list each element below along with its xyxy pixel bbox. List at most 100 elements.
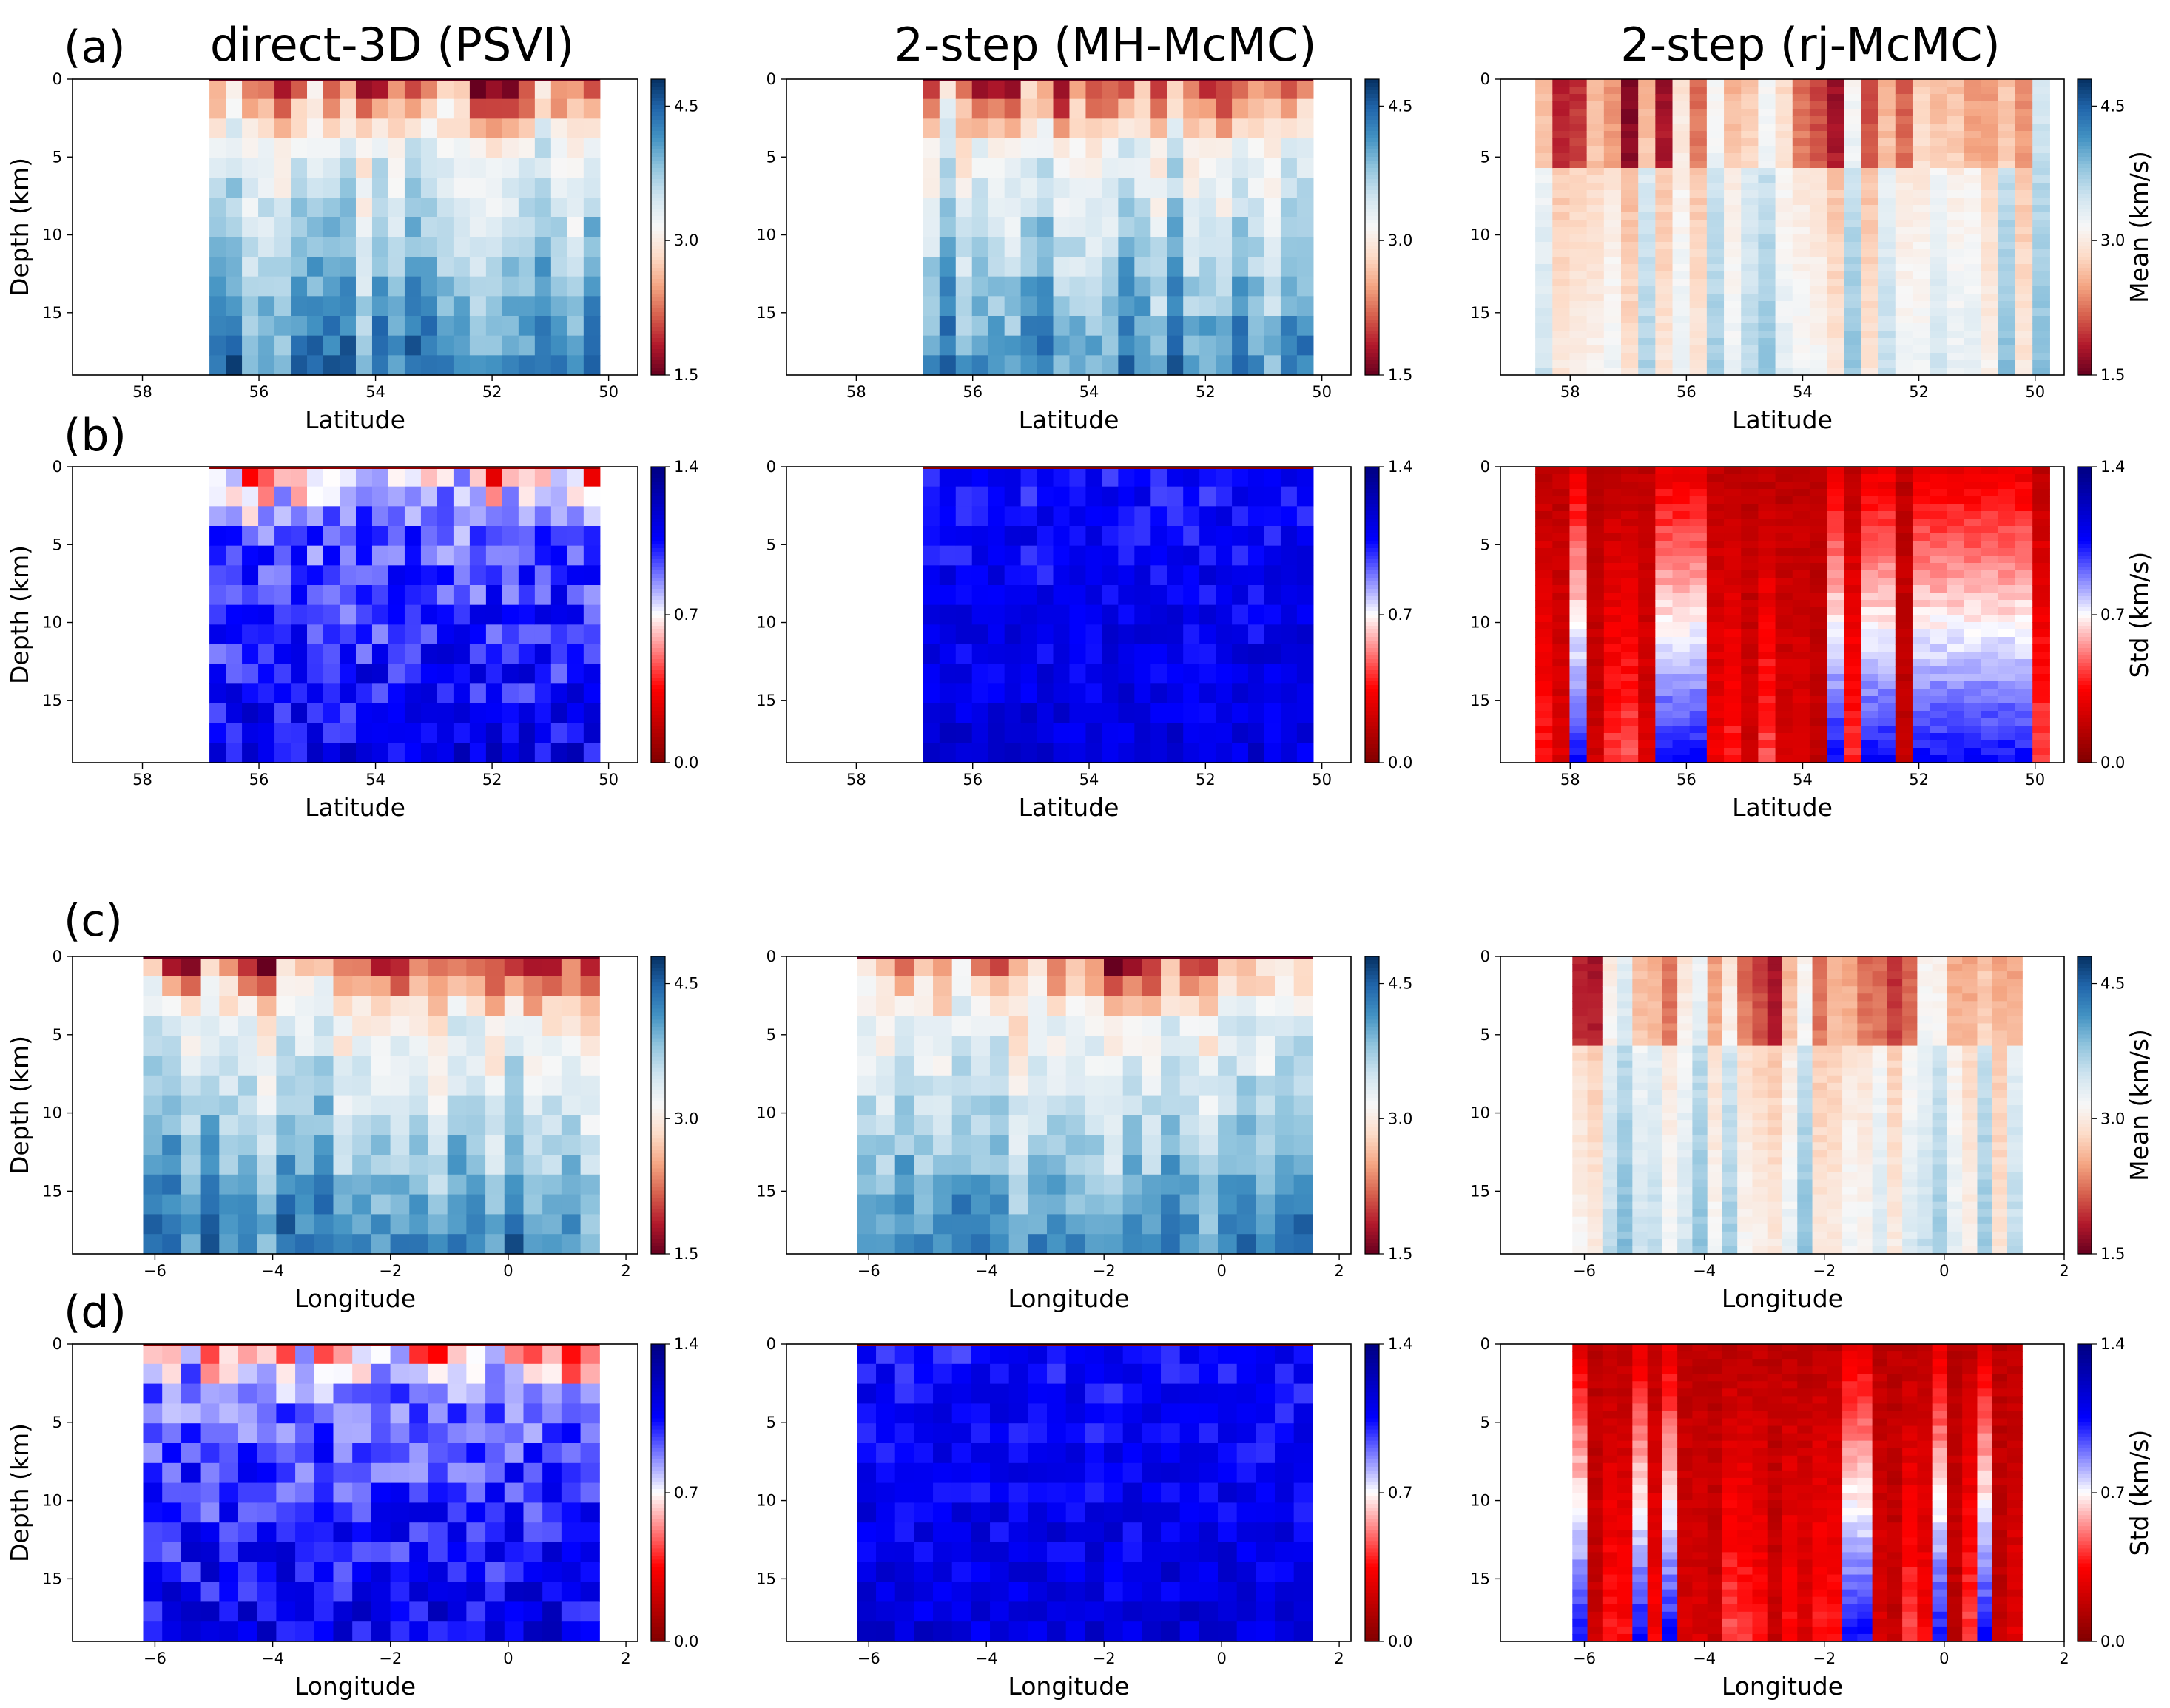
heatmap-cell xyxy=(2015,286,2033,294)
heatmap-cell xyxy=(1621,696,1639,704)
heatmap-cell xyxy=(1199,545,1216,566)
heatmap-cell xyxy=(1655,482,1674,490)
colorbar-segment xyxy=(651,98,665,102)
heatmap-cell xyxy=(162,1016,182,1036)
colorbar-segment xyxy=(2078,286,2092,291)
heatmap-cell xyxy=(404,703,422,724)
heatmap-cell xyxy=(1998,607,2016,615)
heatmap-cell xyxy=(390,976,410,997)
heatmap-cell xyxy=(1248,664,1265,684)
heatmap-cell xyxy=(1102,355,1119,376)
heatmap-cell xyxy=(502,585,519,606)
heatmap-cell xyxy=(1689,198,1708,206)
colorbar-segment xyxy=(651,755,665,760)
heatmap-cell xyxy=(502,138,519,159)
axes-frame xyxy=(1500,466,2065,763)
heatmap-cell xyxy=(1689,578,1708,586)
colorbar-segment xyxy=(1365,748,1379,752)
heatmap-cell xyxy=(1947,496,1965,504)
heatmap-cell xyxy=(567,585,584,606)
colorbar-segment xyxy=(2078,183,2092,187)
heatmap-cell xyxy=(276,956,296,977)
heatmap-cell xyxy=(1758,593,1776,601)
heatmap-cell xyxy=(1930,711,1947,719)
heatmap-cell xyxy=(352,1016,372,1036)
colorbar-segment xyxy=(2078,190,2092,195)
heatmap-cell xyxy=(1792,556,1810,564)
heatmap-cell xyxy=(1167,335,1184,356)
heatmap-cell xyxy=(939,316,957,337)
heatmap-cell xyxy=(1947,138,1965,146)
heatmap-cell xyxy=(453,467,471,487)
heatmap-cell xyxy=(1004,257,1022,277)
heatmap-cell xyxy=(257,996,277,1016)
heatmap-cell xyxy=(1706,629,1725,638)
heatmap-cell xyxy=(1569,286,1588,294)
heatmap-cell xyxy=(955,585,973,606)
heatmap-cell xyxy=(388,664,405,684)
heatmap-cell xyxy=(1706,109,1725,117)
heatmap-cell xyxy=(162,1036,182,1056)
heatmap-cell xyxy=(1264,237,1281,257)
colorbar-segment xyxy=(2078,607,2092,612)
heatmap-cell xyxy=(1741,615,1759,623)
heatmap-cell xyxy=(2032,153,2050,161)
colorbar-segment xyxy=(1365,87,1379,91)
heatmap-cell xyxy=(1053,723,1071,743)
heatmap-cell xyxy=(2032,548,2050,556)
heatmap-cell xyxy=(274,276,292,297)
heatmap-cell xyxy=(340,79,357,100)
heatmap-cell xyxy=(1844,79,1862,87)
heatmap-cell xyxy=(1775,153,1793,161)
heatmap-cell xyxy=(1895,198,1913,206)
heatmap-cell xyxy=(939,237,957,257)
heatmap-cell xyxy=(1827,600,1844,608)
colorbar-segment xyxy=(651,1150,665,1154)
heatmap-cell xyxy=(1861,578,1879,586)
heatmap-cell xyxy=(1183,467,1200,487)
heatmap-cell xyxy=(1775,249,1793,257)
heatmap-cell xyxy=(583,723,601,743)
heatmap-cell xyxy=(1621,718,1639,726)
heatmap-cell xyxy=(1621,301,1639,309)
heatmap-cell xyxy=(1964,578,1982,586)
heatmap-cell xyxy=(466,1174,486,1195)
heatmap-cell xyxy=(502,316,519,337)
heatmap-cell xyxy=(955,217,973,237)
heatmap-cell xyxy=(1809,175,1827,183)
y-tick-label: 0 xyxy=(53,70,62,88)
heatmap-cell xyxy=(1741,131,1759,139)
heatmap-cell xyxy=(209,316,226,337)
heatmap-cell xyxy=(371,1234,391,1255)
heatmap-cell xyxy=(1296,98,1314,119)
heatmap-cell xyxy=(428,1115,448,1135)
heatmap-cell xyxy=(1844,629,1862,638)
colorbar-tick-label: 3.0 xyxy=(1388,232,1412,249)
heatmap-cell xyxy=(502,664,519,684)
heatmap-cell xyxy=(1981,234,1999,243)
heatmap-cell xyxy=(242,138,259,159)
heatmap-cell xyxy=(955,723,973,743)
heatmap-cell xyxy=(1930,511,1947,519)
colorbar-segment xyxy=(1365,357,1379,361)
colorbar-segment xyxy=(2078,618,2092,623)
heatmap-cell xyxy=(258,506,275,527)
heatmap-cell xyxy=(1569,533,1588,541)
heatmap-cell xyxy=(1004,355,1022,376)
heatmap-cell xyxy=(1741,316,1759,324)
heatmap-cell xyxy=(971,506,989,527)
heatmap-cell xyxy=(1552,345,1571,354)
heatmap-cell xyxy=(1706,168,1725,176)
heatmap-cell xyxy=(1552,101,1571,109)
colorbar-segment xyxy=(651,316,665,320)
heatmap-cell xyxy=(1964,666,1982,675)
heatmap-cell xyxy=(1895,271,1913,280)
heatmap-cell xyxy=(1809,353,1827,361)
heatmap-cell xyxy=(404,79,422,100)
heatmap-cell xyxy=(1912,131,1930,139)
heatmap-cell xyxy=(295,1214,315,1235)
colorbar-segment xyxy=(1365,249,1379,254)
heatmap-cell xyxy=(1724,168,1742,176)
heatmap-cell xyxy=(1672,578,1691,586)
